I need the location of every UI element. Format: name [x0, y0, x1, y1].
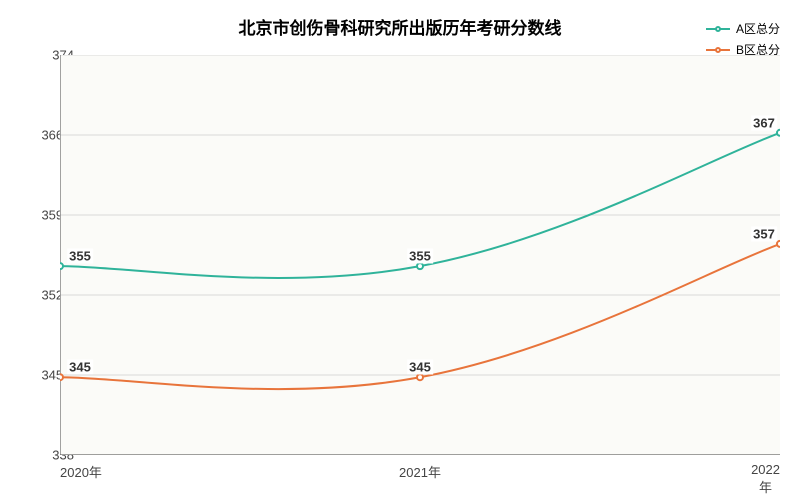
data-label: 367: [751, 115, 777, 130]
chart-container: 北京市创伤骨科研究所出版历年考研分数线 A区总分 B区总分 338345.235…: [0, 0, 800, 500]
chart-title: 北京市创伤骨科研究所出版历年考研分数线: [0, 14, 800, 39]
x-tick-label: 2021年: [399, 462, 441, 481]
data-label: 357: [751, 226, 777, 241]
data-label: 345: [67, 360, 93, 375]
x-tick-label: 2020年: [60, 462, 102, 481]
data-label: 345: [407, 360, 433, 375]
data-label: 355: [67, 249, 93, 264]
legend-line-a: [706, 28, 730, 30]
x-tick-label: 2022年: [751, 462, 780, 496]
legend-label-a: A区总分: [736, 20, 780, 37]
legend-item-a: A区总分: [706, 20, 780, 37]
legend-line-b: [706, 49, 730, 51]
data-label: 355: [407, 249, 433, 264]
